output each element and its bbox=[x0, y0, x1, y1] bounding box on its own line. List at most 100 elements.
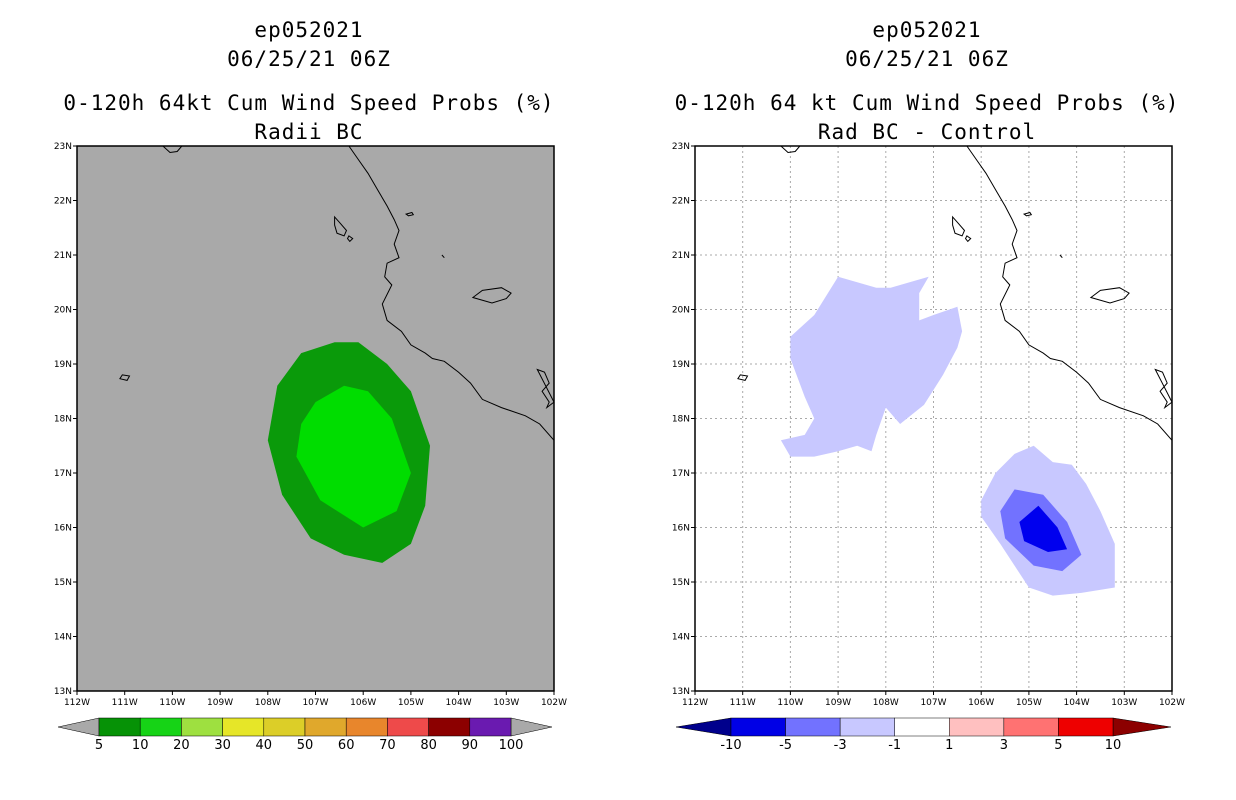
colorbar-label: 10 bbox=[1105, 738, 1122, 753]
x-tick-label: 102W bbox=[1159, 698, 1185, 708]
colorbar-arrow-high bbox=[1112, 717, 1172, 737]
colorbar-label: 70 bbox=[379, 738, 396, 753]
y-tick-label: 19N bbox=[672, 360, 690, 370]
contour-area--3to-1 bbox=[780, 276, 963, 457]
colorbar-swatch bbox=[387, 717, 429, 737]
chart-title: 0-120h 64kt Cum Wind Speed Probs (%) bbox=[63, 91, 555, 115]
x-tick-label: 103W bbox=[1111, 698, 1137, 708]
x-tick-label: 110W bbox=[159, 698, 185, 708]
colorbar-swatch bbox=[949, 717, 1005, 737]
colorbar-swatch bbox=[304, 717, 347, 737]
island-outline bbox=[334, 215, 348, 237]
colorbar-label: 3 bbox=[1000, 738, 1008, 753]
y-tick-label: 15N bbox=[672, 578, 690, 588]
x-tick-label: 107W bbox=[920, 698, 946, 708]
x-tick-label: 112W bbox=[64, 698, 90, 708]
grid-lines bbox=[695, 146, 1172, 691]
x-tick-label: 109W bbox=[825, 698, 851, 708]
colorbar-swatch bbox=[894, 717, 950, 737]
colorbar-swatch bbox=[181, 717, 223, 737]
x-tick-label: 107W bbox=[302, 698, 328, 708]
colorbar-label: 50 bbox=[297, 738, 314, 753]
x-tick-label: 104W bbox=[1064, 698, 1090, 708]
x-tick-label: 111W bbox=[730, 698, 756, 708]
colorbar-arrow-high bbox=[510, 717, 553, 737]
colorbar-label: 5 bbox=[95, 738, 103, 753]
colorbar-swatch bbox=[263, 717, 306, 737]
island-outline bbox=[964, 235, 972, 243]
colorbar-swatch bbox=[1003, 717, 1059, 737]
colorbar-label: 10 bbox=[132, 738, 149, 753]
x-tick-label: 106W bbox=[350, 698, 376, 708]
chart-subtitle: Radii BC bbox=[254, 120, 364, 144]
island-outline bbox=[346, 235, 354, 243]
colorbar-label: 90 bbox=[462, 738, 479, 753]
y-tick-label: 16N bbox=[54, 524, 72, 534]
x-tick-label: 110W bbox=[777, 698, 803, 708]
y-tick-label: 13N bbox=[672, 687, 690, 697]
x-tick-label: 108W bbox=[873, 698, 899, 708]
colorbar-arrow-low bbox=[675, 717, 732, 737]
colorbar-swatch bbox=[428, 717, 471, 737]
colorbar: -10 -5 -3 -1 1 3 5 10 bbox=[675, 717, 1172, 753]
colorbar-label: 80 bbox=[420, 738, 437, 753]
right-panel: ep052021 06/25/21 06Z 0-120h 64 kt Cum W… bbox=[618, 0, 1236, 800]
colorbar-label: 1 bbox=[945, 738, 953, 753]
colorbar-label: 5 bbox=[1054, 738, 1062, 753]
y-tick-label: 14N bbox=[672, 633, 690, 643]
colorbar-label: 20 bbox=[173, 738, 190, 753]
y-tick-label: 23N bbox=[54, 142, 72, 152]
y-tick-label: 22N bbox=[672, 197, 690, 207]
contour-area-10-20 bbox=[296, 385, 411, 528]
colorbar-swatch bbox=[730, 717, 786, 737]
datetime: 06/25/21 06Z bbox=[227, 47, 391, 71]
y-tick-label: 16N bbox=[672, 524, 690, 534]
x-tick-label: 108W bbox=[255, 698, 281, 708]
y-tick-label: 14N bbox=[54, 633, 72, 643]
island-outline bbox=[737, 374, 749, 381]
y-tick-label: 19N bbox=[54, 360, 72, 370]
y-tick-label: 20N bbox=[672, 306, 690, 316]
colorbar-label: -3 bbox=[834, 738, 847, 753]
island-outline bbox=[119, 374, 131, 381]
storm-id: ep052021 bbox=[872, 18, 982, 42]
island-outline bbox=[404, 211, 415, 217]
island-outline bbox=[1154, 368, 1173, 410]
x-tick-label: 112W bbox=[682, 698, 708, 708]
chart-title: 0-120h 64 kt Cum Wind Speed Probs (%) bbox=[674, 91, 1180, 115]
y-tick-label: 17N bbox=[672, 469, 690, 479]
x-tick-label: 111W bbox=[112, 698, 138, 708]
island-outline bbox=[536, 368, 555, 410]
y-tick-label: 22N bbox=[54, 197, 72, 207]
y-tick-label: 21N bbox=[672, 251, 690, 261]
contour-area--10to-5 bbox=[1019, 505, 1068, 552]
x-tick-label: 106W bbox=[968, 698, 994, 708]
x-tick-label: 105W bbox=[398, 698, 424, 708]
colorbar-swatch bbox=[839, 717, 895, 737]
island-outline bbox=[952, 215, 966, 237]
y-tick-label: 18N bbox=[672, 415, 690, 425]
island-outline bbox=[471, 287, 512, 304]
island-outline bbox=[441, 254, 445, 259]
colorbar-swatch bbox=[1058, 717, 1114, 737]
colorbar: 5 10 20 30 40 50 60 70 80 90 100 bbox=[57, 717, 553, 753]
colorbar-swatch bbox=[345, 717, 388, 737]
colorbar-label: -5 bbox=[779, 738, 792, 753]
colorbar-swatch bbox=[785, 717, 841, 737]
colorbar-arrow-low bbox=[57, 717, 100, 737]
y-tick-label: 13N bbox=[54, 687, 72, 697]
storm-id: ep052021 bbox=[254, 18, 364, 42]
colorbar-swatch bbox=[139, 717, 182, 737]
colorbar-swatch bbox=[469, 717, 512, 737]
y-tick-label: 23N bbox=[672, 142, 690, 152]
colorbar-swatch bbox=[98, 717, 141, 737]
colorbar-swatch bbox=[222, 717, 265, 737]
x-tick-label: 102W bbox=[541, 698, 567, 708]
y-tick-label: 18N bbox=[54, 415, 72, 425]
colorbar-label: -1 bbox=[888, 738, 901, 753]
y-tick-label: 15N bbox=[54, 578, 72, 588]
coastline-mexico bbox=[966, 145, 1173, 441]
chart-subtitle: Rad BC - Control bbox=[817, 120, 1037, 144]
x-tick-label: 109W bbox=[207, 698, 233, 708]
datetime: 06/25/21 06Z bbox=[845, 47, 1009, 71]
